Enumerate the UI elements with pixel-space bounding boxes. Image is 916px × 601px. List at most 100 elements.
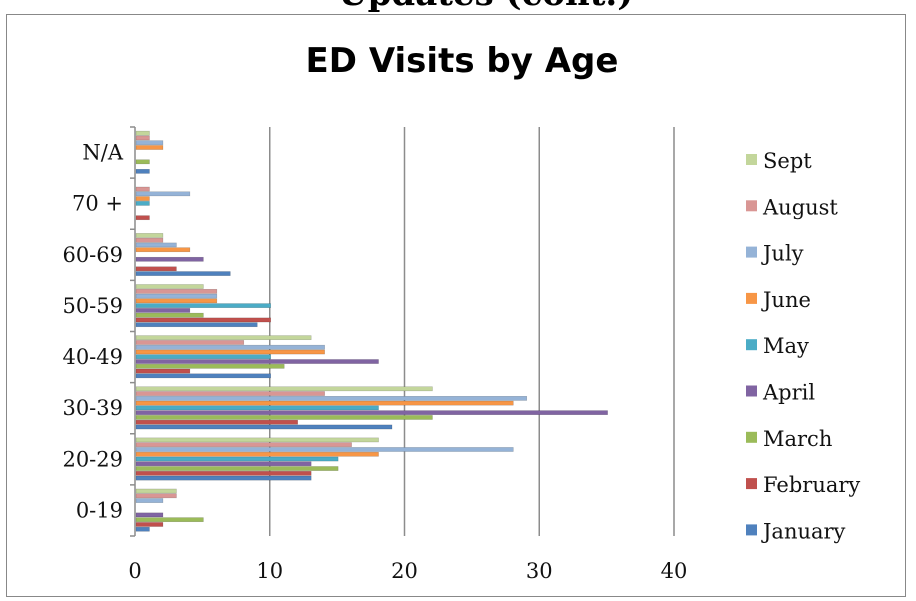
legend-label-may: May: [763, 334, 809, 358]
bar-january-4049: [135, 373, 271, 379]
bar-march-4049: [135, 363, 285, 369]
legend-swatch-may: [746, 339, 757, 351]
bar-july-6069: [135, 242, 177, 248]
bar-february-6069: [135, 266, 177, 272]
bar-august-70: [135, 186, 150, 192]
y-tick-label: N/A: [82, 141, 123, 165]
bar-july-019: [135, 498, 164, 503]
bar-august-019: [135, 493, 177, 499]
slide-title-fragment-text: Updates (cont.): [338, 0, 633, 14]
legend-swatch-january: [746, 524, 757, 536]
legend-label-july: July: [761, 242, 804, 266]
bar-june-3039: [135, 400, 514, 406]
legend-label-january: January: [761, 519, 846, 543]
bar-march-NA: [135, 159, 150, 165]
bar-april-5059: [135, 308, 191, 313]
y-tick-label: 60-69: [62, 243, 123, 267]
chart-title: ED Visits by Age: [306, 41, 619, 81]
legend: Sept August July June May April March February J…: [746, 149, 860, 543]
legend-swatch-february: [746, 478, 757, 490]
bar-sept-4049: [135, 335, 312, 341]
bar-sept-3039: [135, 386, 433, 392]
bar-january-6069: [135, 271, 231, 276]
axes: 0 10 20 30 40 0-19 20-29 30-39 40-49 50-59 60-69 70…: [62, 126, 688, 583]
bar-june-2029: [135, 451, 379, 457]
bar-march-019: [135, 517, 204, 523]
bar-february-4049: [135, 368, 191, 374]
bar-july-3039: [135, 396, 528, 401]
x-tick-label: 10: [256, 559, 283, 583]
bar-july-5059: [135, 293, 218, 299]
legend-swatch-sept: [746, 154, 757, 165]
legend-label-march: March: [763, 427, 832, 451]
x-tick-label: 20: [391, 559, 418, 583]
bar-sept-6069: [135, 233, 164, 238]
bar-april-6069: [135, 256, 204, 262]
legend-swatch-july: [746, 246, 757, 258]
bar-may-2029: [135, 456, 339, 462]
bar-june-NA: [135, 145, 164, 150]
legend-swatch-march: [746, 431, 757, 443]
bar-sept-5059: [135, 284, 204, 289]
bar-august-4049: [135, 340, 245, 345]
bar-august-5059: [135, 288, 218, 294]
bar-june-5059: [135, 298, 218, 304]
bar-january-3039: [135, 424, 393, 430]
bar-august-2029: [135, 442, 352, 448]
bar-july-70: [135, 191, 191, 197]
bar-january-019: [135, 526, 150, 532]
bar-april-2029: [135, 461, 312, 467]
y-tick-label: 30-39: [62, 396, 123, 420]
x-tick-label: 0: [128, 559, 141, 583]
bar-march-5059: [135, 312, 204, 318]
gridlines: [269, 127, 675, 536]
bar-august-NA: [135, 135, 150, 141]
bar-sept-019: [135, 488, 177, 494]
y-tick-label: 40-49: [62, 345, 123, 369]
bar-february-3039: [135, 419, 298, 425]
bar-january-5059: [135, 322, 258, 328]
legend-label-june: June: [761, 288, 811, 312]
bar-february-70: [135, 215, 150, 221]
x-tick-label: 30: [526, 559, 553, 583]
x-tick-label: 40: [661, 559, 688, 583]
bar-july-4049: [135, 344, 325, 350]
bar-march-3039: [135, 415, 433, 420]
bar-may-70: [135, 201, 150, 206]
bar-june-6069: [135, 247, 191, 253]
bar-june-70: [135, 196, 150, 201]
bar-february-2029: [135, 470, 312, 476]
bar-april-019: [135, 512, 164, 518]
legend-label-august: August: [762, 195, 838, 219]
bar-february-019: [135, 522, 164, 527]
y-tick-label: 20-29: [62, 447, 123, 471]
bar-may-4049: [135, 354, 271, 360]
bar-january-NA: [135, 169, 150, 174]
bar-june-4049: [135, 349, 325, 355]
bar-january-2029: [135, 475, 312, 481]
legend-swatch-june: [746, 292, 757, 304]
slide-title-fragment: Updates (cont.): [0, 0, 916, 14]
bar-sept-2029: [135, 437, 379, 443]
bar-may-5059: [135, 303, 271, 308]
bar-sept-NA: [135, 130, 150, 136]
legend-swatch-april: [746, 385, 757, 397]
y-tick-label: 0-19: [76, 498, 123, 522]
legend-label-april: April: [762, 381, 815, 405]
bar-february-5059: [135, 317, 271, 323]
bar-july-NA: [135, 140, 164, 146]
bar-august-3039: [135, 391, 325, 396]
y-tick-label: 50-59: [62, 294, 123, 318]
legend-swatch-august: [746, 200, 757, 212]
bar-march-2029: [135, 466, 339, 471]
legend-label-sept: Sept: [763, 149, 812, 173]
bar-april-3039: [135, 410, 608, 415]
bar-july-2029: [135, 447, 514, 452]
y-tick-label: 70 +: [72, 192, 123, 216]
bar-may-3039: [135, 405, 379, 411]
bar-august-6069: [135, 237, 164, 243]
legend-label-february: February: [763, 473, 860, 497]
bar-april-4049: [135, 359, 379, 364]
bars-group: [135, 130, 608, 532]
